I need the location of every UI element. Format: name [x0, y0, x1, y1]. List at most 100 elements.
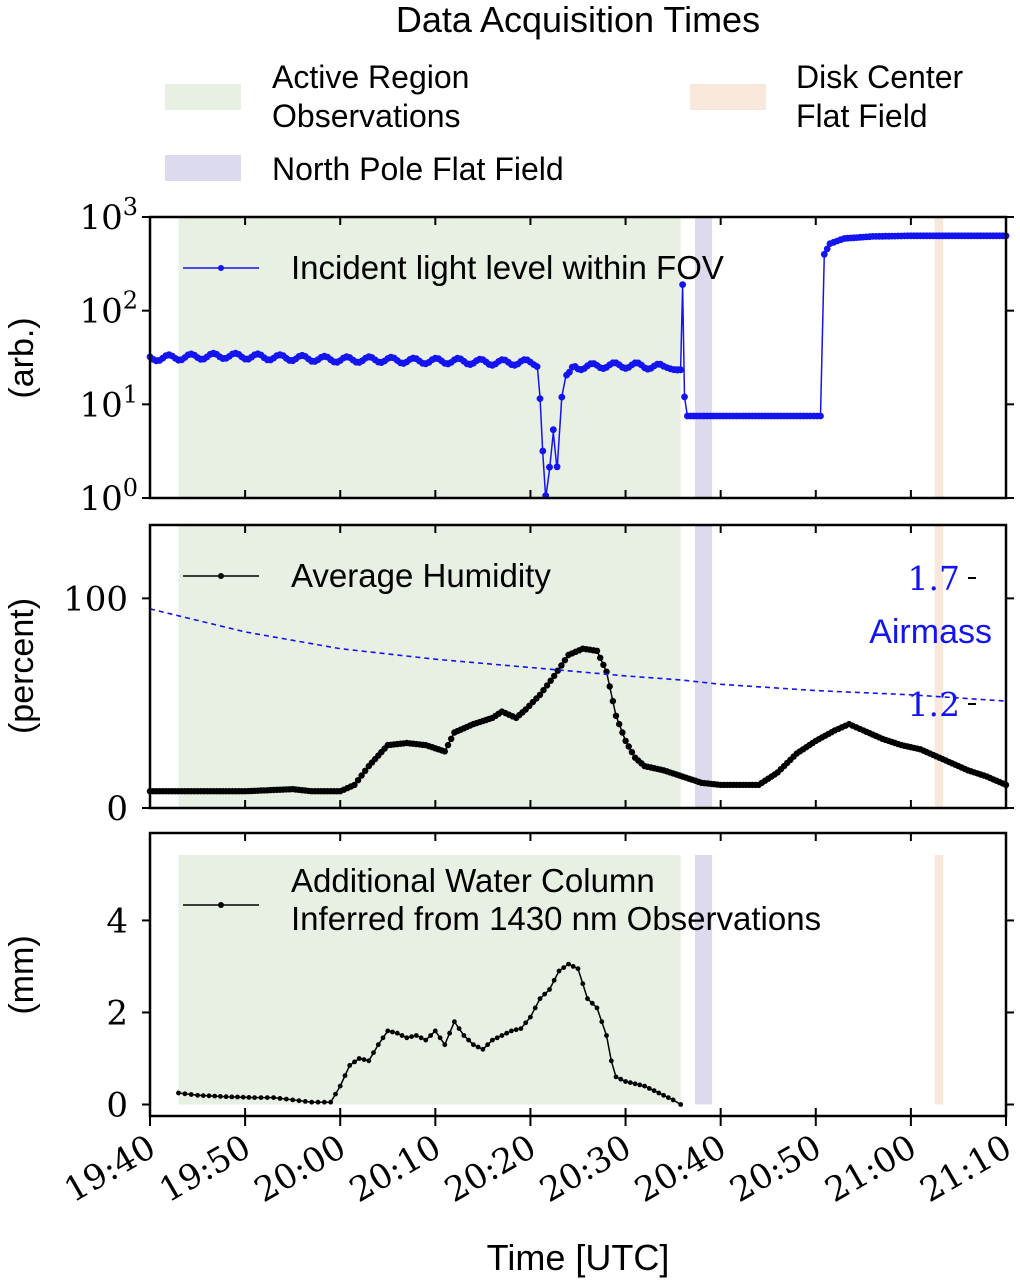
data-point [480, 1046, 486, 1052]
data-point [212, 1093, 218, 1099]
data-point [618, 1076, 624, 1082]
data-point [413, 1033, 419, 1038]
data-point [823, 245, 831, 253]
data-point [606, 683, 613, 690]
data-point [499, 1033, 505, 1038]
figure-legend: Active Region Observations Disk Center F… [165, 59, 964, 187]
data-point [195, 1092, 201, 1098]
data-point [533, 363, 541, 370]
data-point [428, 1033, 433, 1038]
y-axis-label: (mm) [3, 935, 41, 1014]
data-point [375, 1042, 381, 1048]
x-tick-label: 21:00 [819, 1127, 924, 1211]
secondary-tick-label: 1.7 [908, 559, 960, 598]
data-point [302, 1099, 308, 1104]
data-point [441, 748, 448, 755]
x-tick-label: 20:50 [723, 1127, 828, 1211]
data-point [656, 1090, 662, 1096]
data-point [182, 1091, 188, 1097]
data-point [475, 1044, 481, 1050]
data-point [447, 1030, 452, 1036]
data-point [616, 720, 623, 728]
x-tick-label: 20:00 [248, 1127, 353, 1211]
data-point [651, 1088, 657, 1094]
data-point [328, 1099, 334, 1105]
data-point [432, 1028, 438, 1034]
data-point [347, 1063, 353, 1068]
north-pole-span [694, 217, 713, 498]
legend-marker-sample [218, 902, 224, 908]
data-point [366, 1058, 372, 1064]
data-point [394, 1030, 400, 1036]
legend-swatch-active-region [165, 84, 241, 110]
secondary-tick-label: 1.2 [908, 685, 960, 724]
data-point [461, 1033, 467, 1038]
legend-label-active-region: Active Region Observations [272, 59, 478, 134]
data-point [362, 767, 369, 774]
data-point [296, 1098, 302, 1104]
data-point [537, 996, 543, 1002]
data-point [539, 447, 547, 455]
legend-label-disk-center-line1: Disk Center [796, 59, 964, 95]
data-point [333, 1091, 338, 1097]
y-tick-label: 4 [106, 901, 128, 941]
figure-title: Data Acquisition Times [396, 0, 760, 40]
data-point [218, 1094, 223, 1099]
data-point [542, 991, 548, 997]
series-legend-line: Additional Water Column [291, 862, 655, 899]
data-point [277, 1096, 283, 1101]
series-legend-label: Incident light level within FOV [291, 249, 724, 286]
data-point [315, 1099, 321, 1105]
data-point [646, 1086, 652, 1091]
series-legend-label: Additional Water Column Inferred from 143… [291, 862, 821, 937]
data-point [575, 966, 581, 972]
data-point [549, 426, 557, 434]
data-point [351, 781, 358, 789]
legend-label-north-pole: North Pole Flat Field [272, 151, 564, 187]
y-tick-label: 100 [79, 474, 138, 519]
data-point [637, 1082, 643, 1088]
data-point [661, 1092, 666, 1098]
data-point [536, 691, 544, 698]
data-point [337, 1083, 343, 1089]
data-point [585, 996, 590, 1002]
data-point [418, 1035, 424, 1041]
incident-light-level-within-fov-markers [146, 232, 1010, 500]
data-point [456, 1026, 462, 1031]
data-point [290, 1097, 296, 1103]
data-point [546, 463, 553, 471]
y-tick-label: 103 [79, 193, 138, 238]
data-point [600, 661, 607, 668]
series-legend-line: Inferred from 1430 nm Observations [291, 900, 821, 937]
data-point [558, 393, 566, 401]
active-region-span [178, 525, 681, 808]
data-point [200, 1093, 206, 1098]
active-region-span [178, 855, 681, 1105]
data-point [409, 1034, 414, 1039]
north-pole-span [694, 525, 713, 808]
data-point [678, 1102, 684, 1107]
data-point [264, 1095, 270, 1100]
x-tick-label: 20:10 [343, 1127, 448, 1211]
data-point [540, 686, 547, 694]
data-point [594, 1005, 600, 1011]
data-point [604, 1033, 609, 1038]
data-point [235, 1094, 240, 1100]
data-point [609, 697, 617, 705]
data-point [354, 777, 362, 784]
legend-marker-sample [218, 265, 224, 271]
data-point [380, 1035, 386, 1041]
plot-frame [148, 215, 1008, 500]
legend-label-disk-center-line2: Flat Field [796, 98, 928, 134]
legend-swatch-disk-center [690, 84, 766, 110]
series-legend-label: Average Humidity [291, 557, 551, 594]
x-tick-label: 19:50 [153, 1127, 258, 1211]
data-point [580, 981, 586, 987]
data-point [677, 366, 685, 374]
light-level-panel: 100 101 102 103 (arb.) Incident light level w… [3, 193, 1014, 519]
data-point [553, 463, 561, 471]
data-point [589, 1000, 595, 1006]
data-point [627, 1080, 633, 1085]
data-point [448, 735, 455, 742]
humidity-panel: 0 100 (percent) Average Humidity 1.7 1.2 Airma… [3, 523, 1014, 829]
